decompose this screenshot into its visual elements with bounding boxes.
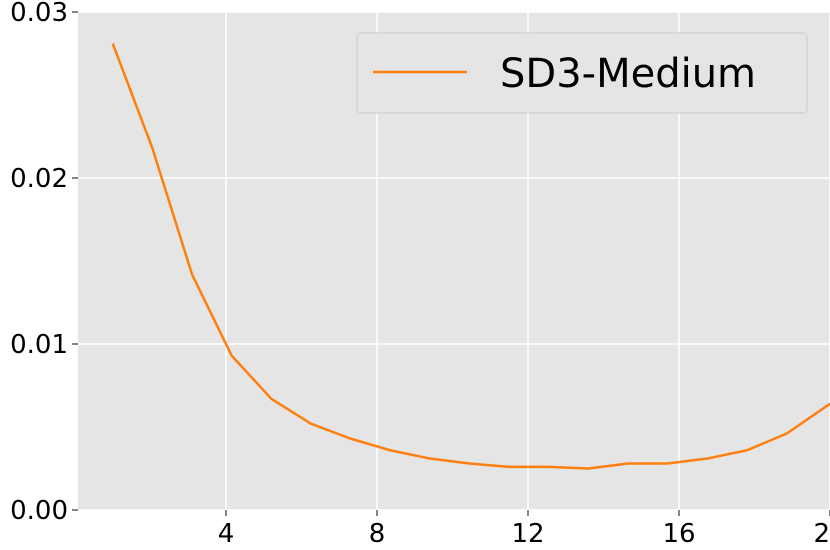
x-tick-label-20: 20 <box>813 519 830 549</box>
y-tick-label-1: 0.01 <box>10 330 68 360</box>
legend: SD3-Medium <box>356 32 808 114</box>
x-tick-label-8: 8 <box>369 519 386 549</box>
x-tick-label-4: 4 <box>218 519 235 549</box>
series-layer <box>111 43 830 470</box>
legend-label-sd3-medium: SD3-Medium <box>500 51 756 97</box>
legend-box <box>356 32 808 114</box>
y-tick-label-3: 0.03 <box>10 0 68 28</box>
axis-ticks: 4 8 12 16 20 0.00 0.01 0.02 0.03 <box>10 0 830 549</box>
x-tick-label-12: 12 <box>511 519 544 549</box>
x-tick-label-16: 16 <box>662 519 695 549</box>
y-tick-label-2: 0.02 <box>10 164 68 194</box>
y-tick-label-0: 0.00 <box>10 496 68 526</box>
